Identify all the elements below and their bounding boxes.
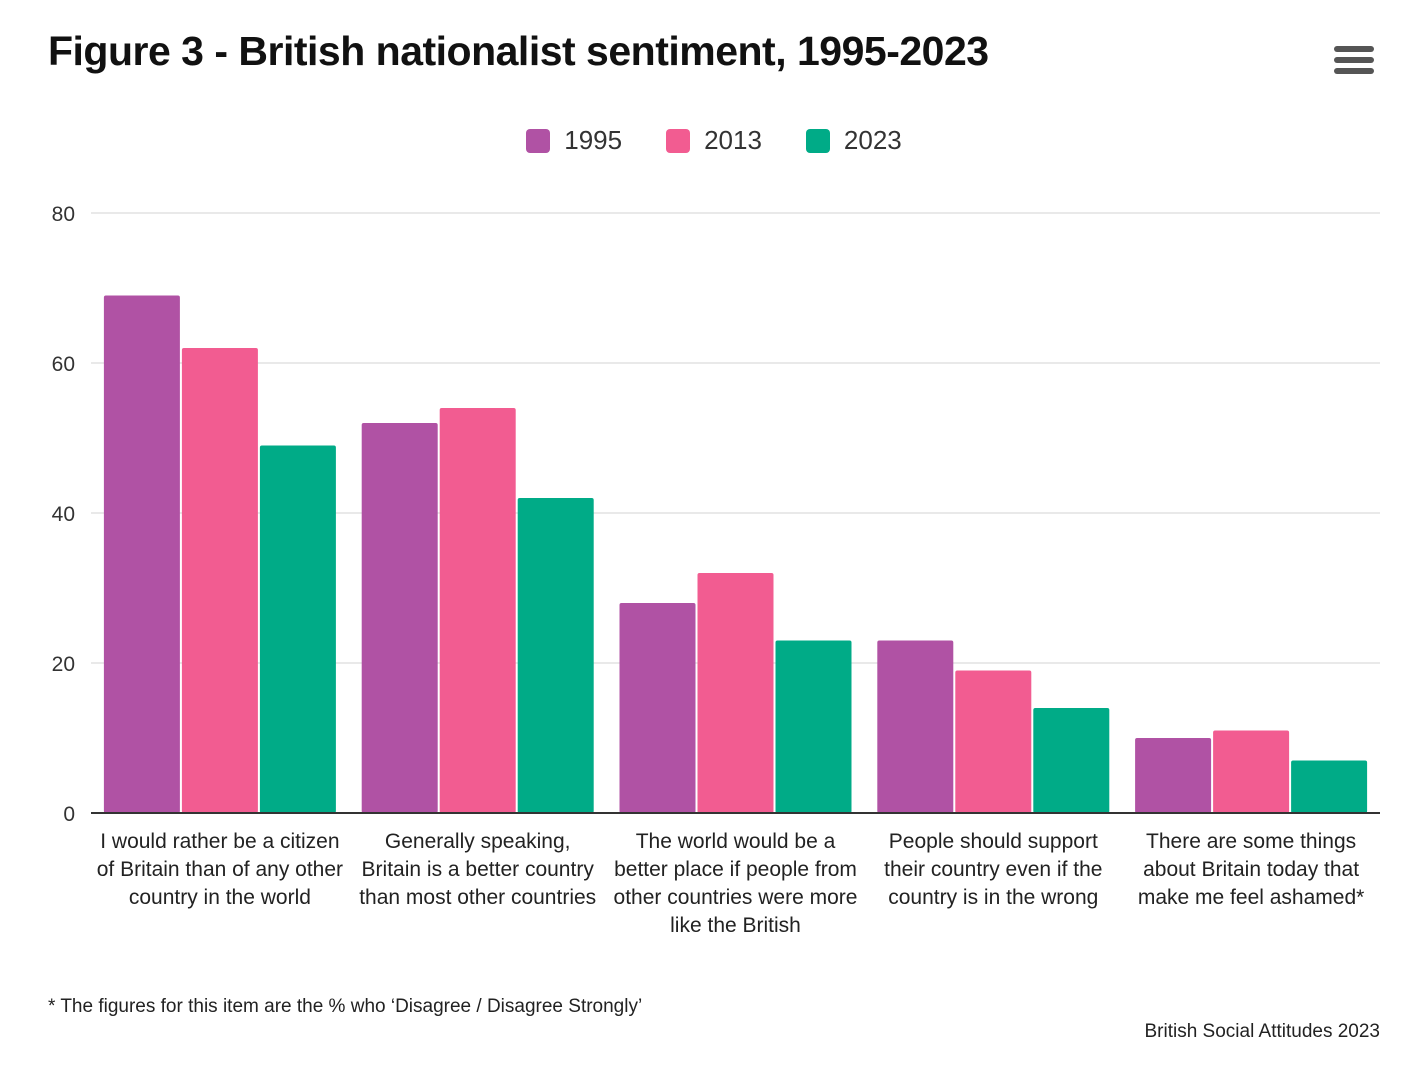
y-tick-label: 60	[52, 353, 75, 376]
bar-1995-2[interactable]	[361, 423, 438, 813]
legend-swatch	[666, 128, 691, 153]
hamburger-menu-icon[interactable]	[1334, 46, 1374, 80]
bar-2013-1[interactable]	[181, 348, 258, 813]
legend-swatch	[526, 128, 551, 153]
bar-2023-1[interactable]	[259, 445, 336, 814]
bar-2023-4[interactable]	[1033, 708, 1110, 813]
bar-1995-1[interactable]	[103, 295, 180, 814]
x-category-label: The world would be a better place if peo…	[613, 830, 858, 937]
x-category-label: There are some things about Britain toda…	[1137, 830, 1365, 909]
menu-bar	[1334, 57, 1374, 63]
bar-2013-5[interactable]	[1213, 730, 1290, 814]
menu-bar	[1334, 46, 1374, 52]
bar-2013-2[interactable]	[439, 408, 516, 813]
bar-1995-3[interactable]	[619, 603, 696, 813]
bar-2013-4[interactable]	[955, 670, 1032, 814]
source-credit: British Social Attitudes 2023	[1144, 1021, 1380, 1042]
bar-2023-5[interactable]	[1291, 760, 1368, 814]
chart-title: Figure 3 - British nationalist sentiment…	[48, 28, 989, 74]
legend-item-1995[interactable]: 1995	[526, 125, 622, 156]
legend-item-2023[interactable]: 2023	[805, 125, 902, 156]
bar-1995-4[interactable]	[877, 640, 954, 814]
legend-label: 2023	[843, 125, 902, 155]
bar-2013-3[interactable]	[697, 573, 774, 813]
y-tick-label: 80	[52, 203, 75, 226]
menu-bar	[1334, 68, 1374, 74]
chart-legend: 1995 2013 2023	[0, 125, 1428, 156]
y-tick-label: 0	[63, 803, 75, 826]
bar-1995-5[interactable]	[1135, 738, 1212, 813]
legend-label: 1995	[564, 125, 623, 155]
legend-item-2013[interactable]: 2013	[666, 125, 762, 156]
bar-2023-2[interactable]	[517, 498, 594, 813]
footnote: * The figures for this item are the % wh…	[48, 996, 643, 1017]
bar-2023-3[interactable]	[775, 640, 852, 814]
x-category-label: People should support their country even…	[884, 830, 1103, 909]
y-tick-label: 40	[52, 503, 75, 526]
legend-swatch	[805, 128, 830, 153]
x-category-label: I would rather be a citizen of Britain t…	[96, 830, 344, 909]
y-tick-label: 20	[52, 653, 75, 676]
x-category-label: Generally speaking, Britain is a better …	[359, 830, 597, 909]
legend-label: 2013	[704, 125, 762, 155]
